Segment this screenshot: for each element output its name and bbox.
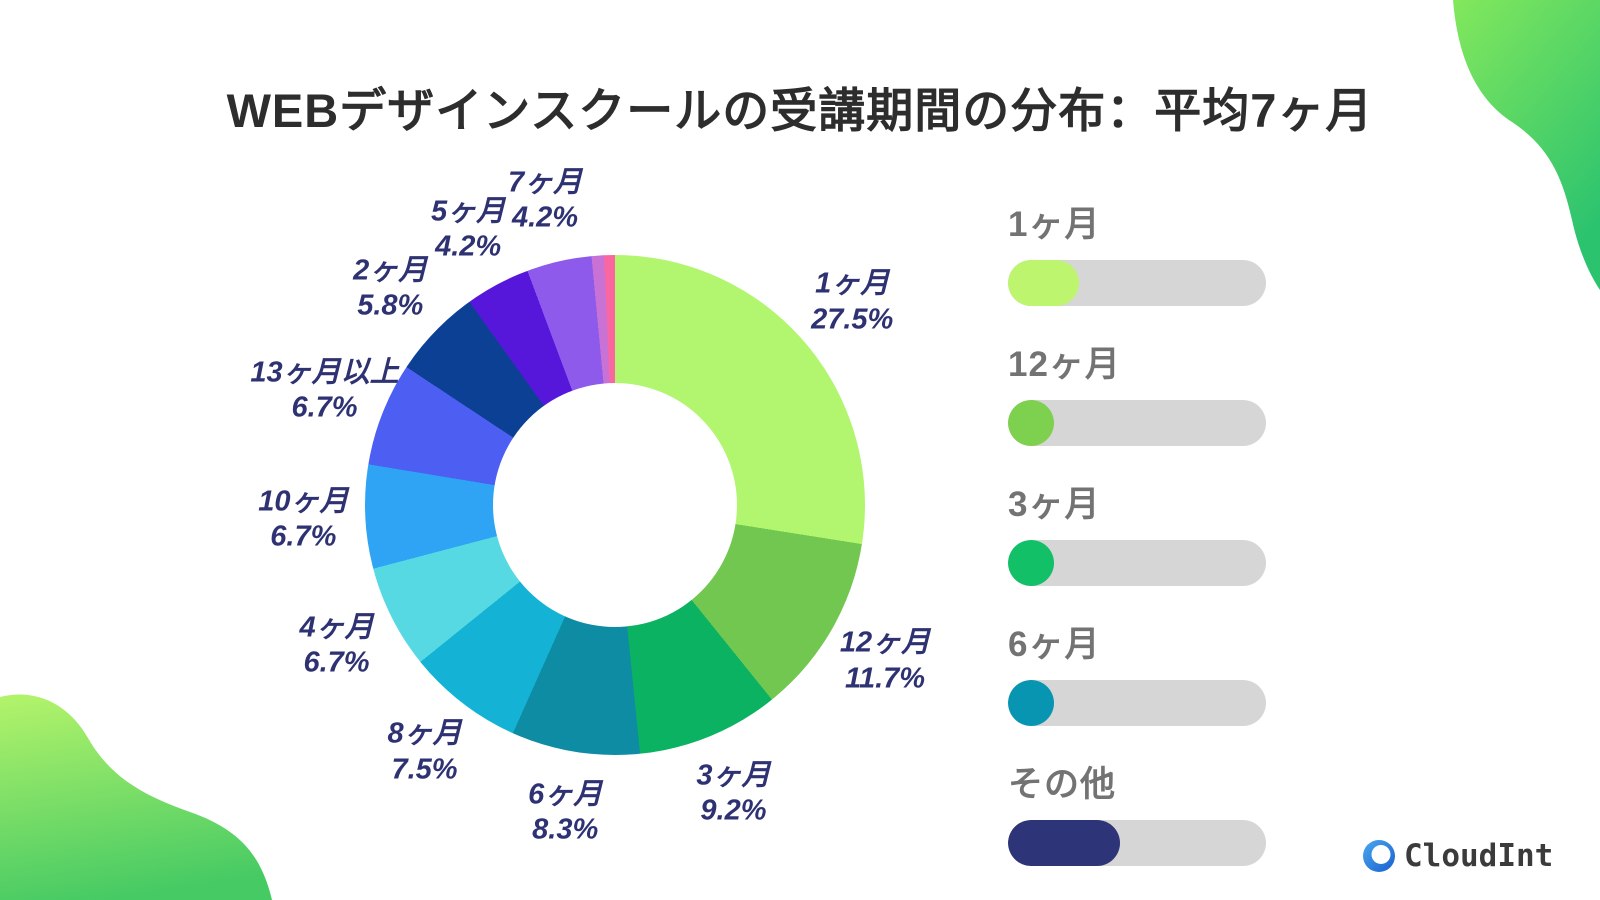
donut-chart	[365, 255, 865, 755]
legend-item-label: 3ヶ月	[1008, 485, 1101, 524]
legend-bar-fill	[1008, 820, 1120, 866]
legend-item: 6ヶ月	[1008, 616, 1266, 726]
legend-item-label: 6ヶ月	[1008, 625, 1101, 664]
legend-bar-track	[1008, 400, 1266, 446]
pie-slice-label: 7ヶ月 4.2%	[507, 166, 583, 234]
legend-bar-track	[1008, 260, 1266, 306]
legend-item-label: 12ヶ月	[1008, 345, 1121, 384]
pie-slice-label: 3ヶ月 9.2%	[696, 759, 771, 827]
legend-bar-track	[1008, 820, 1266, 866]
legend-item: 3ヶ月	[1008, 476, 1266, 586]
legend-bar-track	[1008, 540, 1266, 586]
legend: 1ヶ月 12ヶ月 3ヶ月 6ヶ月その他	[1008, 196, 1266, 896]
legend-bar-fill	[1008, 680, 1054, 726]
legend-bar-track	[1008, 680, 1266, 726]
cloudint-logo-text: CloudInt	[1404, 838, 1554, 874]
pie-slice-label: 12ヶ月 11.7%	[839, 626, 931, 695]
pie-slice-label: 6ヶ月 8.3%	[528, 778, 603, 846]
legend-item-label: 1ヶ月	[1008, 205, 1101, 244]
pie-slice-label: 1ヶ月 27.5%	[811, 267, 894, 336]
pie-slice-label: 5ヶ月 4.2%	[431, 195, 506, 263]
legend-item-label: その他	[1008, 765, 1117, 804]
pie-slice-label: 2ヶ月 5.8%	[353, 254, 428, 322]
pie-slice-label: 10ヶ月 6.7%	[258, 485, 349, 553]
legend-bar-fill	[1008, 260, 1079, 306]
page-title: WEBデザインスクールの受講期間の分布：平均7ヶ月	[226, 84, 1374, 137]
cloudint-logo-icon	[1363, 840, 1395, 872]
pie-slice-label: 4ヶ月 6.7%	[299, 611, 374, 679]
donut-hole	[493, 383, 737, 627]
decor-blob-top-right	[1453, 0, 1600, 290]
legend-item: 12ヶ月	[1008, 336, 1266, 446]
legend-item: その他	[1008, 756, 1266, 866]
pie-slice-label: 8ヶ月 7.5%	[387, 717, 462, 786]
cloudint-logo: CloudInt	[1362, 838, 1553, 874]
legend-bar-fill	[1008, 400, 1054, 446]
decor-blob-bottom-left	[0, 694, 272, 900]
legend-item: 1ヶ月	[1008, 196, 1266, 306]
legend-bar-fill	[1008, 540, 1054, 586]
pie-slice-label: 13ヶ月以上 6.7%	[250, 356, 399, 425]
